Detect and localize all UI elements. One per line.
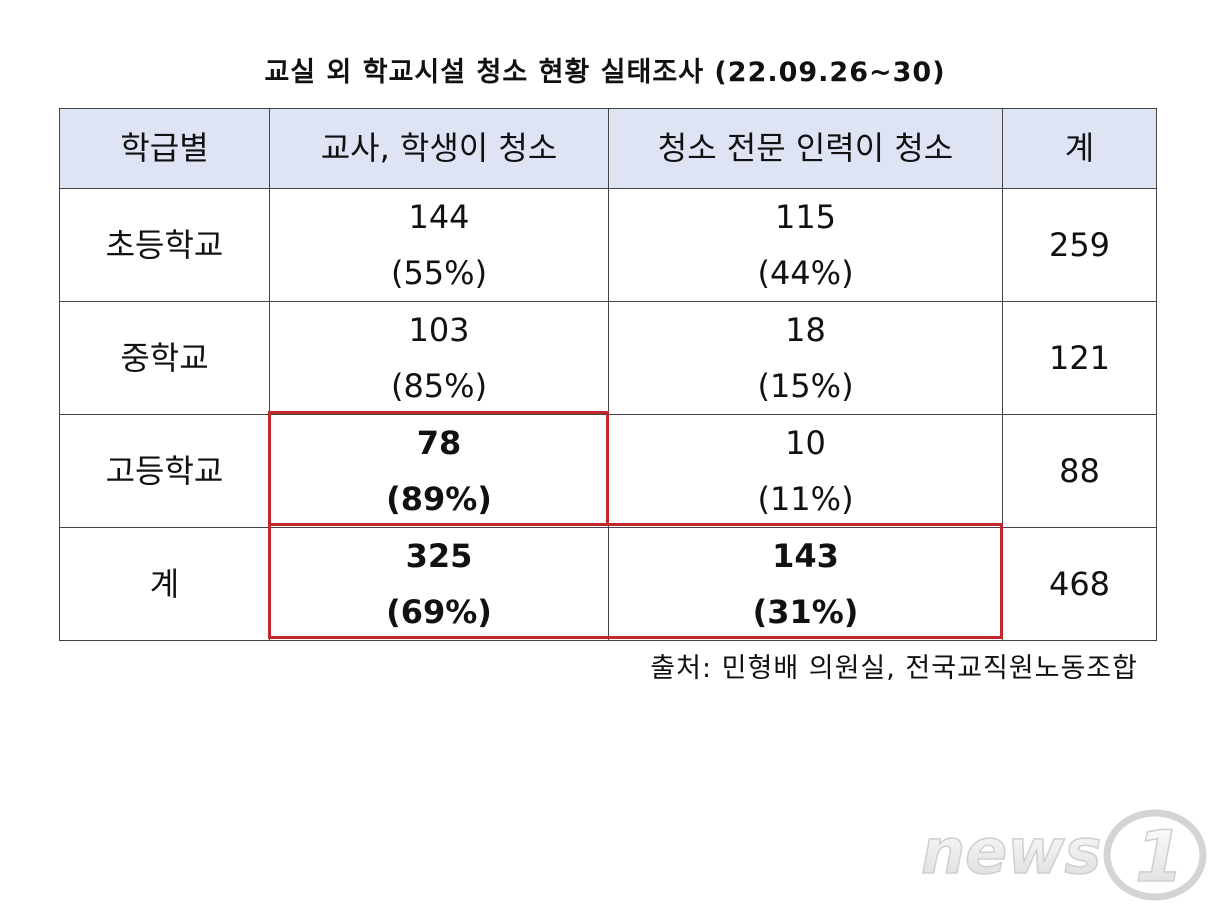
percent-value: (85%)	[390, 367, 488, 405]
news-wordmark: news	[921, 815, 1101, 888]
total-cell: 121	[1002, 301, 1157, 415]
total-cell: 259	[1002, 188, 1157, 302]
header-professional: 청소 전문 인력이 청소	[608, 108, 1003, 189]
svg-text:1: 1	[1135, 816, 1184, 898]
table-row-high: 고등학교 78 (89%) 10 (11%) 88	[59, 414, 1157, 528]
table-row-middle: 중학교 103 (85%) 18 (15%) 121	[59, 301, 1157, 415]
header-total: 계	[1002, 108, 1157, 189]
source-note: 출처: 민형배 의원실, 전국교직원노동조합	[650, 653, 1138, 684]
percent-value: (31%)	[752, 593, 859, 631]
percent-value: (11%)	[757, 480, 854, 518]
teacher-student-cell: 325 (69%)	[269, 527, 609, 641]
page-title: 교실 외 학교시설 청소 현황 실태조사 (22.09.26~30)	[264, 57, 946, 88]
teacher-student-cell: 103 (85%)	[269, 301, 609, 415]
count-value: 18	[785, 311, 826, 349]
count-value: 144	[408, 198, 470, 236]
table-header-row: 학급별 교사, 학생이 청소 청소 전문 인력이 청소 계	[59, 108, 1157, 189]
professional-cell: 115 (44%)	[608, 188, 1003, 302]
professional-cell: 18 (15%)	[608, 301, 1003, 415]
percent-value: (15%)	[757, 367, 854, 405]
total-cell: 88	[1002, 414, 1157, 528]
count-value: 115	[774, 198, 837, 236]
professional-cell: 10 (11%)	[608, 414, 1003, 528]
row-label: 계	[59, 527, 270, 641]
survey-table: 학급별 교사, 학생이 청소 청소 전문 인력이 청소 계 초등학교 144 (…	[59, 108, 1157, 641]
percent-value: (69%)	[386, 593, 492, 631]
count-value: 325	[405, 537, 473, 575]
percent-value: (55%)	[390, 254, 488, 292]
count-value: 143	[772, 537, 839, 575]
one-badge-icon: 1	[1103, 809, 1207, 901]
professional-cell: 143 (31%)	[608, 527, 1003, 641]
table-row-elementary: 초등학교 144 (55%) 115 (44%) 259	[59, 188, 1157, 302]
teacher-student-cell: 78 (89%)	[269, 414, 609, 528]
percent-value: (89%)	[386, 480, 492, 518]
news1-logo: news 1	[920, 809, 1207, 901]
row-label: 초등학교	[59, 188, 270, 302]
header-teacher-student: 교사, 학생이 청소	[269, 108, 609, 189]
teacher-student-cell: 144 (55%)	[269, 188, 609, 302]
header-category: 학급별	[59, 108, 270, 189]
table-row-total: 계 325 (69%) 143 (31%) 468	[59, 527, 1157, 641]
row-label: 중학교	[59, 301, 270, 415]
count-value: 78	[416, 424, 462, 462]
percent-value: (44%)	[757, 254, 854, 292]
count-value: 103	[408, 311, 470, 349]
total-cell: 468	[1002, 527, 1157, 641]
row-label: 고등학교	[59, 414, 270, 528]
count-value: 10	[785, 424, 826, 462]
